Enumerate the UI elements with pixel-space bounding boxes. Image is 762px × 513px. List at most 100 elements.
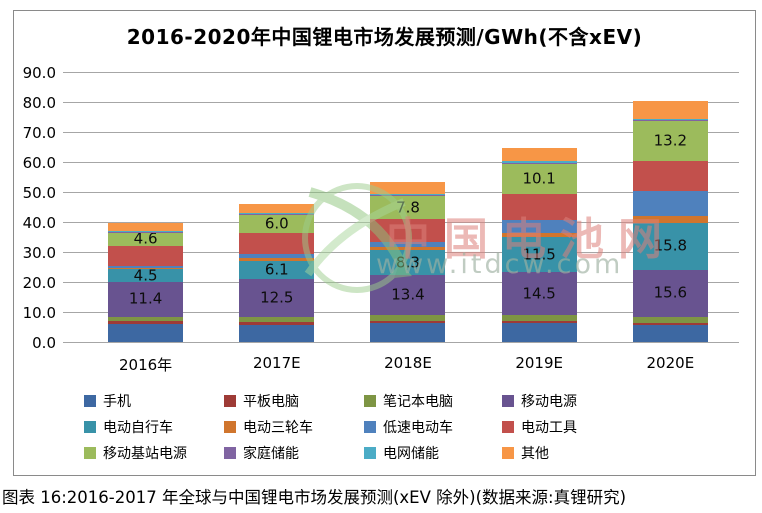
bar-value-label: 15.6 (653, 283, 688, 302)
legend-label: 移动基站电源 (103, 445, 187, 462)
chart-frame: 2016-2020年中国锂电市场发展预测/GWh(不含xEV) 0.0 10.0 2… (13, 10, 756, 476)
bar-value-label: 4.6 (133, 229, 158, 248)
bar-value-label: 12.5 (260, 288, 294, 307)
gridline (63, 162, 739, 163)
legend-item-移动电源: 移动电源 (502, 389, 662, 412)
x-axis-label: 2016年 (119, 356, 173, 374)
y-axis: 0.0 10.0 20.0 30.0 40.0 50.0 60.0 70.0 80.0 90.0 (14, 64, 56, 352)
bar-2017E: 12.5 6.1 6.0 (239, 204, 315, 342)
y-axis-tick-label: 70.0 (22, 124, 56, 142)
legend-swatch-icon (224, 394, 236, 407)
bar-segment-电网储能 (370, 193, 446, 196)
bar-segment-电动自行车: 4.5 (108, 266, 184, 285)
legend-swatch-icon (84, 420, 96, 433)
legend-swatch-icon (502, 394, 514, 407)
bar-segment-笔记本电脑 (501, 315, 577, 321)
legend-item-其他: 其他 (502, 441, 662, 464)
bar-segment-电动工具 (501, 194, 577, 220)
legend-item-低速电动车: 低速电动车 (364, 415, 502, 438)
bar-segment-低速电动车 (239, 254, 315, 259)
legend-item-平板电脑: 平板电脑 (224, 389, 364, 412)
legend-label: 平板电脑 (243, 393, 299, 410)
legend-swatch-icon (224, 446, 236, 459)
bar-segment-其他 (501, 147, 577, 162)
bar-segment-移动电源: 14.5 (501, 271, 577, 316)
bar-segment-电网储能 (108, 230, 184, 232)
watermark-url-text: www.itdcw.com (376, 249, 624, 280)
bar-segment-电网储能 (632, 118, 708, 121)
bar-segment-手机 (370, 323, 446, 342)
legend-item-移动基站电源: 移动基站电源 (84, 441, 224, 464)
y-axis-tick-label: 0.0 (32, 334, 56, 352)
bar-segment-其他 (632, 100, 708, 119)
legend-label: 手机 (103, 393, 131, 410)
bar-segment-移动电源: 11.4 (108, 282, 184, 317)
bar-2019E: 14.5 11.5 10.1 (501, 147, 577, 342)
bar-segment-其他 (108, 222, 184, 231)
bar-segment-家庭储能 (370, 195, 446, 196)
legend-label: 移动电源 (521, 393, 577, 410)
y-axis-tick-label: 40.0 (22, 214, 56, 232)
legend-item-家庭储能: 家庭储能 (224, 441, 364, 464)
bar-segment-电动三轮车 (108, 267, 184, 269)
gridline (63, 132, 739, 133)
bar-segment-电动自行车: 15.8 (632, 222, 708, 271)
legend-swatch-icon (364, 394, 376, 407)
figure-caption: 图表 16:2016-2017 年全球与中国锂电市场发展预测(xEV 除外)(数… (2, 488, 627, 507)
bar-value-label: 4.5 (133, 266, 158, 285)
bar-segment-家庭储能 (239, 214, 315, 215)
bar-segment-手机 (632, 325, 708, 342)
bar-segment-低速电动车 (632, 190, 708, 217)
gridline (63, 72, 739, 73)
bar-segment-移动基站电源: 4.6 (108, 229, 184, 248)
legend-label: 家庭储能 (243, 445, 299, 462)
bar-segment-电动三轮车 (239, 258, 315, 262)
legend-label: 其他 (521, 445, 549, 462)
bar-segment-平板电脑 (108, 321, 184, 324)
x-axis-label: 2019E (515, 354, 563, 372)
x-axis: 2016年 2017E 2018E 2019E 2020E (80, 354, 736, 375)
bar-value-label: 6.1 (264, 260, 289, 279)
y-axis-tick-label: 80.0 (22, 94, 56, 112)
bar-segment-家庭储能 (632, 120, 708, 122)
bar-segment-移动基站电源: 6.0 (239, 214, 315, 233)
y-axis-tick-label: 10.0 (22, 304, 56, 322)
gridline (63, 102, 739, 103)
bar-segment-低速电动车 (501, 219, 577, 233)
legend-label: 电动工具 (521, 419, 577, 436)
legend-swatch-icon (84, 394, 96, 407)
legend-swatch-icon (84, 446, 96, 459)
y-axis-tick-label: 20.0 (22, 274, 56, 292)
gridline (63, 342, 739, 343)
bar-segment-笔记本电脑 (370, 315, 446, 321)
legend-label: 低速电动车 (383, 419, 453, 436)
y-axis-tick-label: 30.0 (22, 244, 56, 262)
bar-segment-平板电脑 (632, 322, 708, 326)
legend-label: 电网储能 (383, 445, 439, 462)
bar-segment-移动基站电源: 10.1 (501, 163, 577, 195)
bar-segment-移动基站电源: 13.2 (632, 121, 708, 161)
bar-segment-平板电脑 (501, 320, 577, 324)
y-axis-tick-label: 90.0 (22, 64, 56, 82)
bar-value-label: 10.1 (522, 169, 556, 188)
bar-segment-电动工具 (239, 232, 315, 255)
bar-segment-电动三轮车 (632, 216, 708, 223)
chart-legend: 手机 平板电脑 笔记本电脑 移动电源 电动自行车 电动三轮车 低速电动车 电动工具 移动基站电源… (84, 389, 704, 464)
bar-segment-移动电源: 15.6 (632, 270, 708, 317)
bar-value-label: 11.4 (128, 289, 163, 308)
bar-segment-家庭储能 (501, 162, 577, 164)
bar-segment-笔记本电脑 (239, 316, 315, 322)
x-axis-label: 2017E (252, 354, 301, 372)
legend-swatch-icon (364, 446, 376, 459)
legend-label: 电动三轮车 (243, 419, 313, 436)
bar-segment-平板电脑 (370, 320, 446, 324)
bar-segment-电动工具 (632, 160, 708, 191)
bar-value-label: 13.2 (653, 131, 688, 150)
bar-segment-低速电动车 (108, 265, 184, 268)
chart-title: 2016-2020年中国锂电市场发展预测/GWh(不含xEV) (126, 25, 643, 49)
legend-swatch-icon (502, 420, 514, 433)
bar-segment-手机 (239, 324, 315, 342)
x-axis-label: 2018E (384, 354, 432, 372)
bar-2016年: 11.4 4.5 4.6 (108, 222, 184, 342)
legend-swatch-icon (224, 420, 236, 433)
